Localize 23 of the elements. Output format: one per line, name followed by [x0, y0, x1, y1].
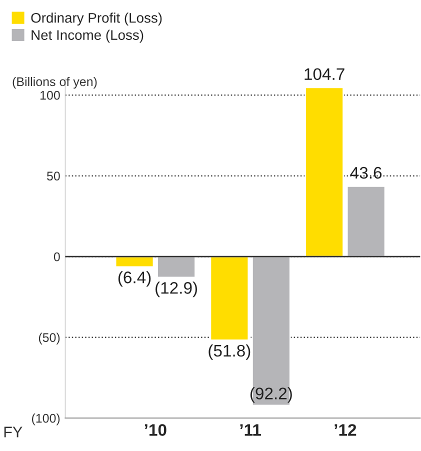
x-tick-label: ’11 [240, 424, 261, 436]
bar [304, 86, 344, 258]
bar [210, 256, 250, 341]
data-label: 104.7 [304, 68, 344, 80]
y-tick-label: (50) [38, 332, 60, 344]
bar [252, 256, 291, 406]
y-tick-label: 50 [46, 172, 60, 180]
data-label: (51.8) [208, 344, 250, 360]
x-axis-title: FY [4, 426, 22, 438]
y-axis-title: (Billions of yen) [12, 76, 97, 89]
data-label: 43.6 [350, 166, 382, 179]
data-label: (12.9) [156, 282, 198, 298]
bar [156, 256, 196, 278]
bar [346, 185, 386, 258]
y-tick-label: 100 [40, 90, 60, 100]
y-tick-label: 0 [54, 252, 60, 262]
y-tick-label: (100) [32, 414, 60, 426]
data-label: (6.4) [118, 271, 151, 287]
x-tick-label: ’12 [334, 424, 356, 436]
x-tick-label: ’10 [144, 424, 166, 436]
legend-label: Net Income (Loss) [32, 30, 144, 43]
data-label: (92.2) [250, 387, 292, 403]
legend-label: Ordinary Profit (Loss) [31, 12, 162, 26]
